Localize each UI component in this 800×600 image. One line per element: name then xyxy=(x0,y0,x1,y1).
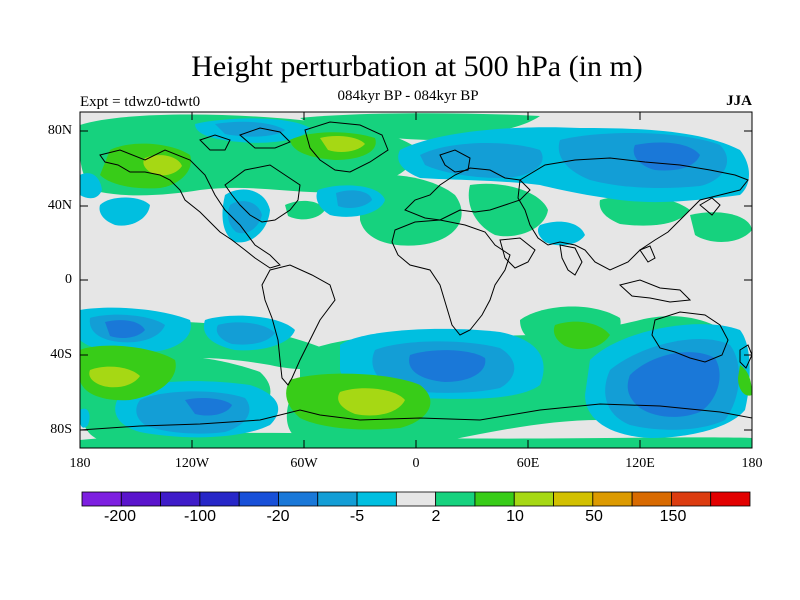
colorbar-tick-label: 150 xyxy=(659,508,687,525)
lon-label: 120E xyxy=(625,456,655,471)
colorbar-swatch xyxy=(631,491,672,507)
experiment-label: Expt = tdwz0-tdwt0 xyxy=(80,94,201,110)
colorbar-swatch xyxy=(710,491,751,507)
colorbar xyxy=(81,491,751,507)
lon-label: 60E xyxy=(516,456,540,471)
colorbar-swatch xyxy=(592,491,633,507)
height-perturbation-contours xyxy=(80,113,752,448)
lat-label: 40N xyxy=(47,198,72,213)
lon-label: 180 xyxy=(741,456,763,471)
colorbar-swatch xyxy=(160,491,201,507)
colorbar-tick-label: 10 xyxy=(506,508,524,525)
lat-label: 40S xyxy=(50,347,72,362)
colorbar-swatch xyxy=(81,491,122,507)
lon-label: 120W xyxy=(174,456,210,471)
colorbar-tick-label: -5 xyxy=(349,508,365,525)
lon-label: 180 xyxy=(69,456,91,471)
season-label: JJA xyxy=(726,93,752,109)
lon-label: 60W xyxy=(290,456,318,471)
coastlines xyxy=(80,121,752,431)
colorbar-swatch xyxy=(474,491,515,507)
colorbar-swatch xyxy=(317,491,358,507)
lat-ticks xyxy=(80,130,752,431)
colorbar-swatch xyxy=(553,491,594,507)
colorbar-swatch xyxy=(671,491,712,507)
colorbar-tick-label: 2 xyxy=(431,508,441,525)
colorbar-tick-label: -100 xyxy=(183,508,217,525)
colorbar-swatch xyxy=(356,491,397,507)
lat-label: 80N xyxy=(47,123,72,138)
colorbar-tick-label: 50 xyxy=(585,508,603,525)
colorbar-swatch xyxy=(199,491,240,507)
map-title: Height perturbation at 500 hPa (in m) xyxy=(191,50,643,83)
colorbar-tick-label: -20 xyxy=(266,508,290,525)
colorbar-swatch xyxy=(435,491,476,507)
colorbar-swatch xyxy=(120,491,161,507)
colorbar-swatch xyxy=(278,491,319,507)
colorbar-swatch xyxy=(395,491,437,507)
colorbar-swatch xyxy=(513,491,554,507)
colorbar-tick-label: -200 xyxy=(103,508,137,525)
colorbar-swatch xyxy=(238,491,279,507)
lon-ticks xyxy=(191,112,641,448)
lon-label: 0 xyxy=(412,456,420,471)
lat-label: 0 xyxy=(65,272,72,287)
period-label: 084kyr BP - 084kyr BP xyxy=(337,88,479,104)
lat-label: 80S xyxy=(50,422,72,437)
